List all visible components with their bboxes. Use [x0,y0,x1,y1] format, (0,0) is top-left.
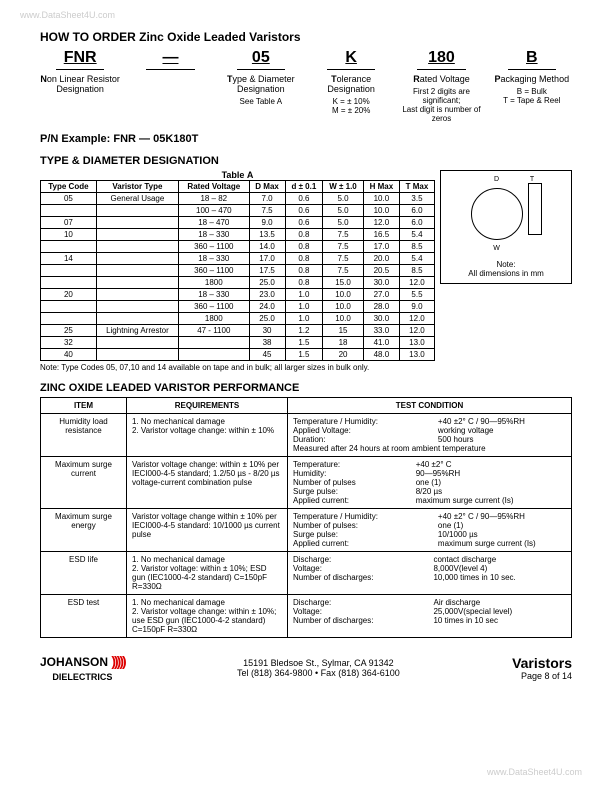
table-row: 180025.00.815.030.012.0 [41,277,435,289]
order-column: 05 Type & Diameter Designation See Table… [221,49,301,123]
order-column: 180 Rated Voltage First 2 digits are sig… [401,49,481,123]
watermark-top: www.DataSheet4U.com [20,10,115,20]
table-header: REQUIREMENTS [127,398,288,414]
table-a-note: Note: Type Codes 05, 07,10 and 14 availa… [40,363,572,372]
table-row: 1418 – 33017.00.87.520.05.4 [41,253,435,265]
table-row: 100 – 4707.50.65.010.06.0 [41,205,435,217]
table-row: 40451.52048.013.0 [41,349,435,361]
footer-right: Varistors Page 8 of 14 [512,655,572,681]
company-logo: JOHANSON ))))) DIELECTRICS [40,653,125,683]
footer: JOHANSON ))))) DIELECTRICS 15191 Bledsoe… [40,653,572,683]
section-b-title: ZINC OXIDE LEADED VARISTOR PERFORMANCE [40,382,572,394]
table-header: Type Code [41,181,97,193]
order-column: — [130,49,210,123]
table-row: Maximum surge currentVaristor voltage ch… [41,457,572,509]
table-header: W ± 1.0 [323,181,364,193]
table-row: 360 – 110024.01.010.028.09.0 [41,301,435,313]
table-header: ITEM [41,398,127,414]
table-a: Type CodeVaristor TypeRated VoltageD Max… [40,180,435,361]
table-row: 0718 – 4709.00.65.012.06.0 [41,217,435,229]
pn-example-value: FNR — 05K180T [113,133,198,145]
page-title: HOW TO ORDER Zinc Oxide Leaded Varistors [40,30,572,44]
table-row: 25Lightning Arrestor47 - 1100301.21533.0… [41,325,435,337]
table-row: ESD test1. No mechanical damage 2. Varis… [41,595,572,638]
table-row: 05General Usage18 – 827.00.65.010.03.5 [41,193,435,205]
footer-address: 15191 Bledsoe St., Sylmar, CA 91342 Tel … [237,658,400,678]
pn-example-label: P/N Example: [40,133,110,145]
table-header: Varistor Type [96,181,178,193]
watermark-bottom: www.DataSheet4U.com [487,767,582,777]
table-row: 360 – 110017.50.87.520.58.5 [41,265,435,277]
table-row: 180025.01.010.030.012.0 [41,313,435,325]
performance-table: ITEMREQUIREMENTSTEST CONDITION Humidity … [40,397,572,638]
table-row: ESD life1. No mechanical damage 2. Varis… [41,552,572,595]
table-header: T Max [399,181,434,193]
logo-icon: ))))) [111,653,124,669]
table-header: Rated Voltage [179,181,250,193]
pn-example: P/N Example: FNR — 05K180T [40,133,572,145]
order-column: FNR Non Linear Resistor Designation [40,49,120,123]
table-a-caption: Table A [40,170,435,180]
table-row: 1018 – 33013.50.87.516.55.4 [41,229,435,241]
dimension-diagram: D W T Note: All dimensions in mm [440,170,572,284]
table-header: TEST CONDITION [288,398,572,414]
table-row: Humidity load resistance1. No mechanical… [41,414,572,457]
table-row: 2018 – 33023.01.010.027.05.5 [41,289,435,301]
table-header: d ± 0.1 [285,181,323,193]
order-column: B Packaging Method B = Bulk T = Tape & R… [492,49,572,123]
table-row: 32381.51841.013.0 [41,337,435,349]
table-row: 360 – 110014.00.87.517.08.5 [41,241,435,253]
dim-note: Note: All dimensions in mm [446,260,566,278]
table-header: D Max [249,181,285,193]
table-row: Maximum surge energyVaristor voltage cha… [41,509,572,552]
table-header: H Max [363,181,399,193]
section-a-title: TYPE & DIAMETER DESIGNATION [40,155,572,167]
order-column: K Tolerance Designation K = ± 10% M = ± … [311,49,391,123]
order-code-row: FNR Non Linear Resistor Designation — 05… [40,49,572,123]
